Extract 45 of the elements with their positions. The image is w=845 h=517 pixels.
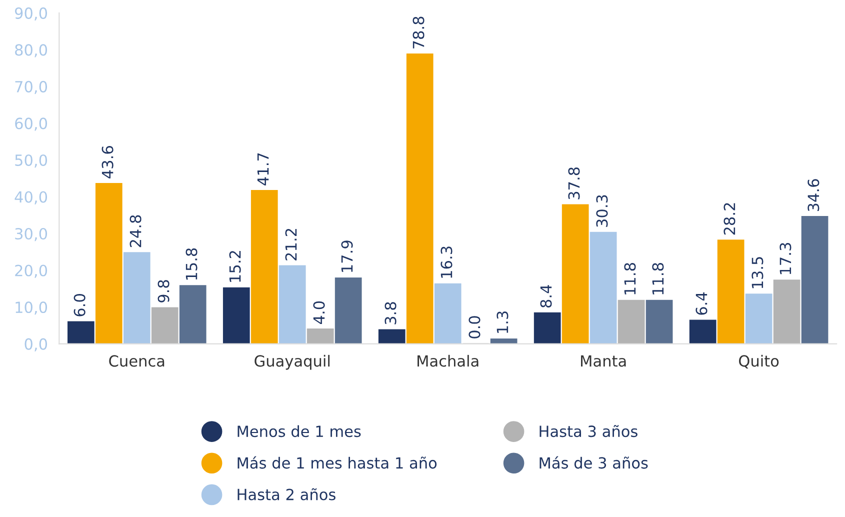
data-label: 11.8: [624, 263, 636, 294]
data-label: 41.7: [257, 153, 269, 186]
data-label: 6.0: [74, 294, 86, 316]
data-label: 15.2: [229, 251, 241, 282]
legend-label: Hasta 3 años: [540, 425, 638, 438]
data-label: 11.8: [652, 263, 664, 294]
data-label: 9.8: [158, 280, 170, 302]
y-tick-label: 10,0: [16, 302, 48, 315]
data-label: 78.8: [412, 16, 424, 48]
y-tick-label: 70,0: [15, 80, 48, 94]
y-tick-label: 40,0: [14, 191, 48, 204]
data-label: 24.8: [130, 215, 142, 248]
data-label: 17.9: [341, 240, 353, 272]
y-tick-label: 90,0: [14, 7, 48, 21]
legend-label: Más de 3 años: [540, 456, 648, 469]
y-tick-label: 60,0: [15, 118, 48, 131]
data-label: 3.8: [384, 302, 396, 324]
legend-label: Más de 1 mes hasta 1 año: [238, 456, 437, 469]
y-tick-label: 30,0: [15, 228, 48, 242]
y-tick-label: 0,0: [24, 338, 48, 352]
x-tick-label: Manta: [581, 355, 626, 367]
data-label: 13.5: [752, 257, 764, 288]
x-tick-label: Cuenca: [109, 355, 164, 367]
y-tick-label: 50,0: [15, 154, 48, 168]
data-label: 6.4: [696, 292, 708, 315]
x-tick-label: Quito: [739, 354, 779, 368]
data-label: 37.8: [568, 167, 580, 200]
data-label: 21.2: [285, 228, 297, 260]
data-label: 1.3: [496, 312, 508, 333]
data-label: 15.8: [186, 248, 198, 280]
data-label: 16.3: [440, 246, 452, 278]
y-tick-label: 80,0: [15, 44, 48, 58]
data-label: 34.6: [808, 179, 820, 212]
data-label: 30.3: [596, 195, 608, 227]
x-tick-label: Guayaquil: [254, 354, 330, 370]
data-label: 4.0: [313, 301, 325, 324]
y-tick-label: 20,0: [15, 264, 48, 278]
data-label: 43.6: [102, 146, 114, 178]
data-label: 8.4: [540, 285, 552, 308]
data-label: 17.3: [780, 243, 792, 274]
legend-label: Menos de 1 mes: [238, 425, 361, 438]
data-label: 28.2: [724, 203, 736, 235]
legend-label: Hasta 2 años: [238, 488, 336, 500]
x-tick-label: Machala: [418, 354, 478, 367]
data-label: 0.0: [468, 316, 480, 338]
